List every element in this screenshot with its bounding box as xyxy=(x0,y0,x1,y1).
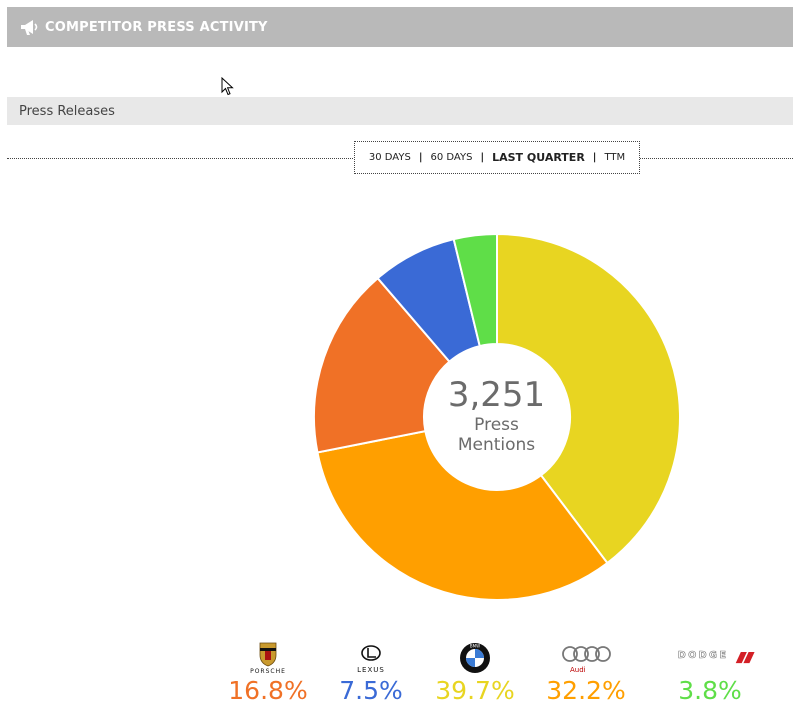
press-releases-label: Press Releases xyxy=(19,103,115,119)
section-title: COMPETITOR PRESS ACTIVITY xyxy=(45,19,268,35)
legend-bmw: BMW 39.7% xyxy=(427,640,523,706)
donut-slice-audi xyxy=(316,429,609,601)
dodge-share-value: 3.8% xyxy=(678,676,742,705)
legend-dodge: DODGE 3.8% xyxy=(662,640,758,706)
total-mentions-value: 3,251 xyxy=(447,375,546,415)
filter-last-quarter[interactable]: LAST QUARTER xyxy=(492,151,585,164)
center-label-line2: Mentions xyxy=(457,435,536,455)
filter-60-days[interactable]: 60 DAYS xyxy=(430,152,473,163)
donut-slice-lexus xyxy=(376,237,481,364)
audi-logo-icon: Audi xyxy=(538,640,634,676)
porsche-logo-icon: PORSCHE xyxy=(220,640,316,676)
lexus-share-value: 7.5% xyxy=(339,676,403,705)
svg-text:PORSCHE: PORSCHE xyxy=(250,668,286,675)
donut-slice-dodge xyxy=(452,232,498,348)
bmw-share-value: 39.7% xyxy=(435,676,515,705)
svg-text:DODGE: DODGE xyxy=(678,650,729,661)
legend-audi: Audi 32.2% xyxy=(538,640,634,706)
filter-30-days[interactable]: 30 DAYS xyxy=(368,152,411,163)
audi-share-value: 32.2% xyxy=(546,676,626,705)
porsche-share-value: 16.8% xyxy=(228,676,308,705)
filter-separator: | xyxy=(418,152,423,163)
center-label-line1: Press xyxy=(474,415,519,435)
filter-separator: | xyxy=(480,152,485,163)
svg-text:LEXUS: LEXUS xyxy=(357,666,385,674)
filter-separator: | xyxy=(592,152,597,163)
lexus-logo-icon: LEXUS xyxy=(323,640,419,676)
mouse-cursor-icon xyxy=(221,77,234,96)
svg-text:Audi: Audi xyxy=(570,666,586,674)
donut-center-label: 3,251 Press Mentions xyxy=(424,375,569,455)
dodge-logo-icon: DODGE xyxy=(662,640,758,676)
filter-ttm[interactable]: TTM xyxy=(604,152,626,163)
bmw-logo-icon: BMW xyxy=(427,640,523,676)
time-range-filter: 30 DAYS | 60 DAYS | LAST QUARTER | TTM xyxy=(354,141,640,174)
legend-porsche: PORSCHE 16.8% xyxy=(220,640,316,706)
section-header: COMPETITOR PRESS ACTIVITY xyxy=(7,7,793,47)
legend-lexus: LEXUS 7.5% xyxy=(323,640,419,706)
svg-text:BMW: BMW xyxy=(470,644,480,649)
megaphone-icon xyxy=(19,17,41,37)
press-releases-bar: Press Releases xyxy=(7,97,793,125)
